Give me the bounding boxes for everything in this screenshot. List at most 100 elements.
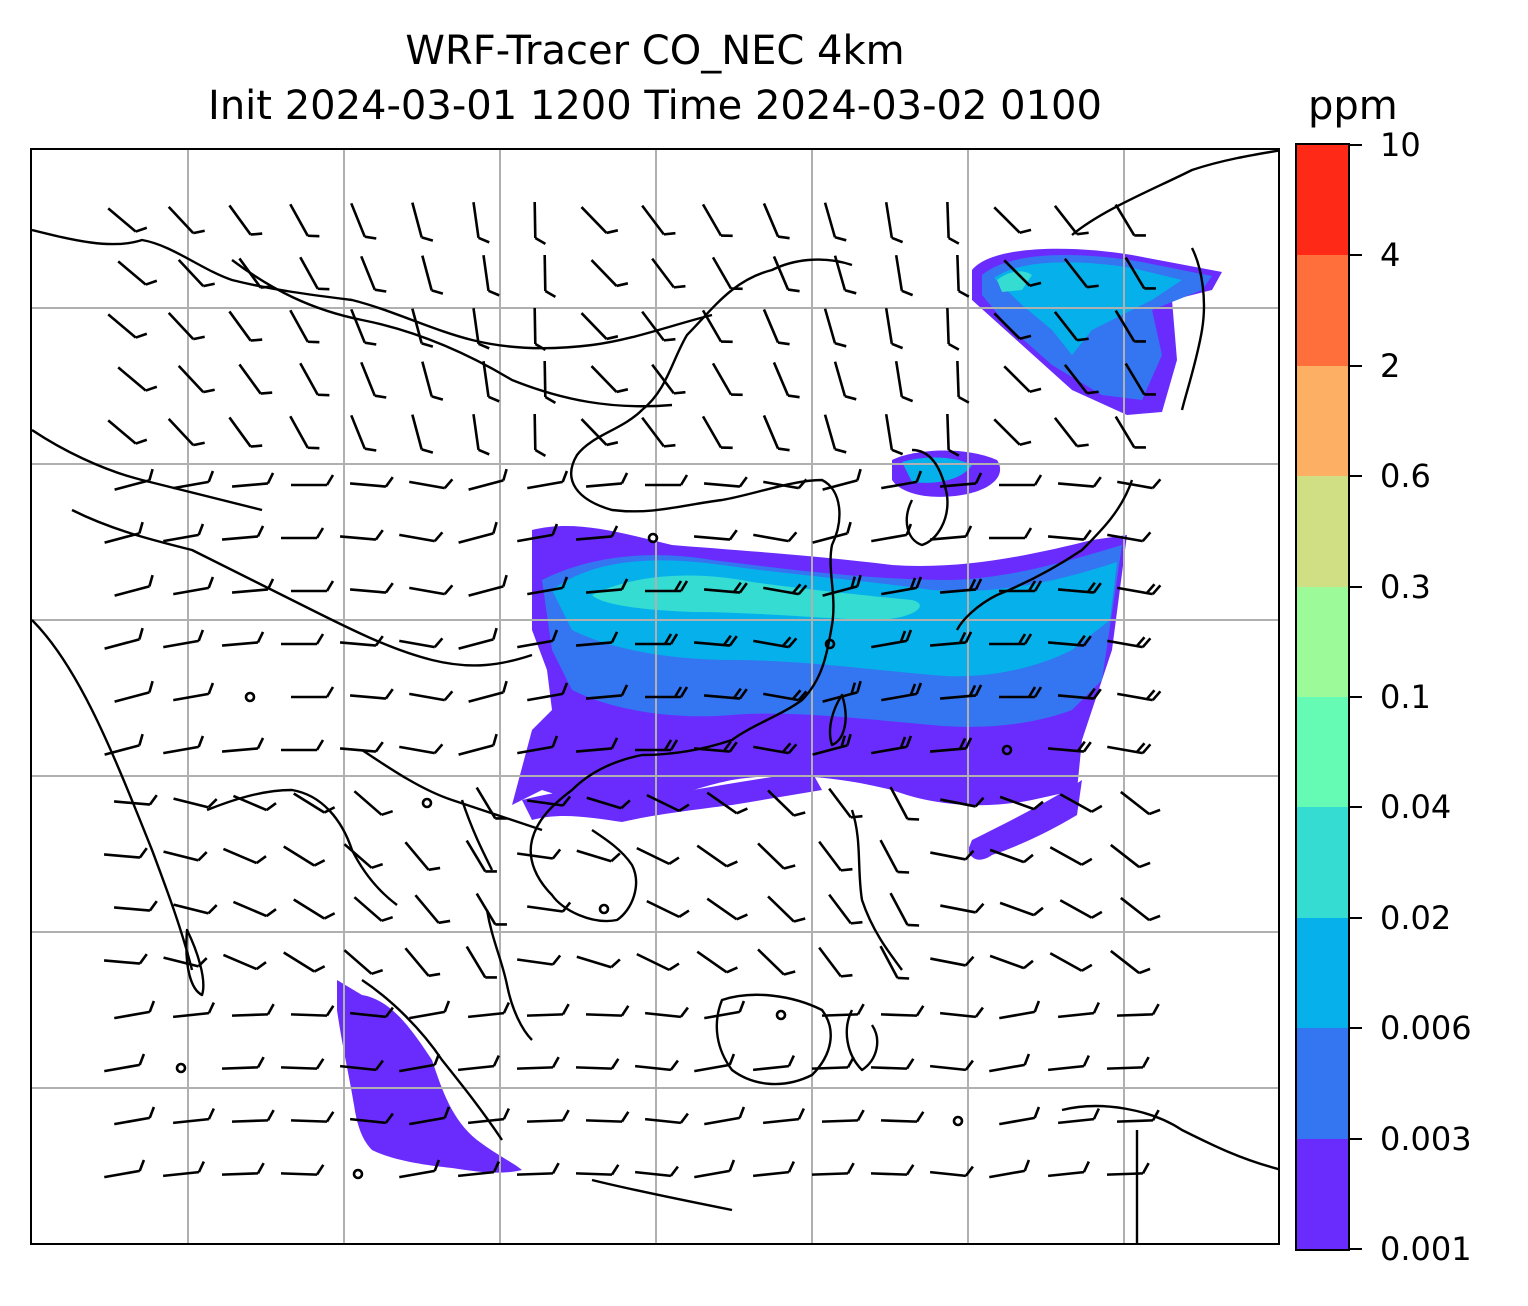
wind-barb [173, 903, 218, 915]
wind-barb [879, 945, 910, 980]
calm-wind-marker [824, 638, 836, 650]
wind-barb [822, 468, 862, 491]
wind-barb [1120, 896, 1161, 922]
wind-barb [762, 308, 790, 346]
wind-barb [353, 790, 394, 817]
wind-barb [772, 255, 800, 293]
colorbar-segment [1297, 917, 1348, 1029]
wind-barb [411, 202, 434, 242]
colorbar-segment [1297, 365, 1348, 477]
calm-wind-marker [352, 1168, 364, 1180]
wind-barb [703, 581, 748, 594]
colorbar-tick-label: 0.04 [1380, 788, 1452, 827]
wind-barb [818, 946, 853, 978]
wind-barb [772, 361, 800, 399]
colorbar-segment [1297, 807, 1348, 918]
wind-barb [1047, 634, 1092, 647]
wind-barb [231, 472, 275, 488]
wind-barb [222, 953, 267, 971]
wind-barb [999, 795, 1044, 811]
coast-malay-peninsula [485, 909, 533, 1041]
wind-barb [939, 578, 983, 594]
wind-barb [828, 893, 863, 925]
wind-barb [811, 1162, 855, 1176]
wind-barb [575, 631, 619, 647]
wind-barb [533, 307, 547, 351]
wind-barb [458, 521, 498, 544]
wind-barb [1063, 258, 1099, 289]
border-himalaya [71, 508, 533, 667]
wind-barb [999, 686, 1043, 699]
wind-barb [399, 743, 444, 755]
colorbar-segment [1297, 255, 1348, 366]
coastlines [32, 150, 1278, 1243]
wind-barb [231, 578, 275, 594]
wind-barb [353, 896, 394, 923]
wind-barb [221, 631, 265, 647]
wind-barb [543, 360, 557, 404]
border-indochina-inner [361, 749, 543, 871]
wind-barb [409, 1000, 451, 1020]
wind-barb [644, 1006, 689, 1019]
wind-barb [693, 740, 738, 753]
wind-barb [993, 312, 1032, 340]
wind-barb [763, 689, 808, 702]
wind-barb [104, 733, 144, 756]
wind-barb [1124, 362, 1156, 396]
wind-barb [173, 576, 215, 596]
wind-barb [757, 842, 796, 870]
wind-barb [360, 361, 387, 399]
wind-barb [482, 254, 500, 297]
coast-taiwan [828, 693, 847, 747]
wind-barb [767, 895, 806, 923]
wind-barb [693, 634, 738, 647]
wind-barb [946, 413, 960, 457]
wind-barb [162, 1160, 206, 1178]
colorbar-tick [1350, 364, 1362, 367]
wind-barb [177, 258, 215, 288]
border-central-asia [32, 429, 263, 512]
colorbar-segment [1297, 586, 1348, 697]
colorbar-tick-label: 2 [1380, 346, 1401, 385]
wind-barb [822, 680, 862, 703]
wind-barb [884, 308, 904, 350]
wind-barb [472, 413, 490, 456]
wind-barb [999, 901, 1044, 917]
map-panel[interactable] [30, 148, 1280, 1245]
wind-barb [172, 1107, 216, 1125]
wind-barb [767, 789, 806, 817]
wind-barb [221, 1056, 265, 1070]
wind-barb [651, 363, 686, 395]
coast-borneo [715, 993, 832, 1086]
wind-barb [641, 204, 676, 236]
wind-barb [880, 1005, 925, 1017]
wind-barb [1117, 583, 1162, 596]
wind-barb [280, 1058, 325, 1070]
wind-barb [399, 531, 444, 543]
wind-barb [172, 1001, 216, 1019]
colorbar-tick-label: 0.1 [1380, 678, 1431, 716]
wind-barb [575, 525, 619, 541]
wind-barb [291, 474, 335, 487]
wind-barb [585, 472, 629, 488]
wind-barb [411, 308, 434, 348]
wind-barb [516, 848, 562, 860]
wind-barb [399, 1053, 441, 1073]
south-china-sea-strip [522, 772, 822, 822]
wind-barb [880, 1111, 925, 1123]
wind-barb [812, 521, 852, 544]
wind-barb [221, 525, 265, 541]
wind-barb [465, 839, 497, 873]
wind-barb [465, 945, 497, 979]
wind-barb [762, 414, 790, 452]
northeast-asia-plume [892, 248, 1222, 497]
wind-barb [1053, 417, 1089, 448]
wind-barb [823, 308, 847, 348]
wind-barb [645, 580, 689, 593]
wind-barb [475, 786, 507, 820]
wind-barb [870, 1058, 915, 1070]
wind-barb [291, 686, 335, 699]
wind-barb [289, 415, 320, 450]
wind-barb [1047, 740, 1092, 753]
wind-barb [280, 1164, 325, 1176]
